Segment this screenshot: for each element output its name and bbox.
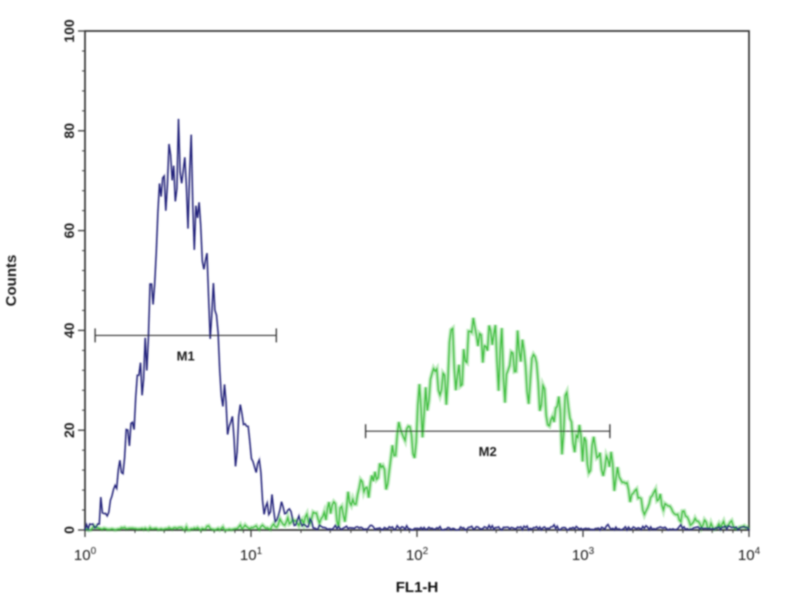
svg-text:60: 60 <box>61 223 77 239</box>
svg-text:M2: M2 <box>479 444 497 459</box>
svg-text:M1: M1 <box>177 348 195 363</box>
svg-text:FL1-H: FL1-H <box>396 579 439 596</box>
svg-text:0: 0 <box>61 526 77 534</box>
svg-text:100: 100 <box>61 19 77 43</box>
svg-text:40: 40 <box>61 322 77 338</box>
svg-text:Counts: Counts <box>3 255 20 307</box>
svg-text:80: 80 <box>61 123 77 139</box>
svg-text:20: 20 <box>61 422 77 438</box>
